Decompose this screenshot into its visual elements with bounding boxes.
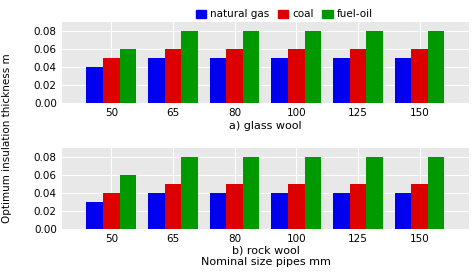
X-axis label: b) rock wool
Nominal size pipes mm: b) rock wool Nominal size pipes mm: [201, 245, 330, 267]
Text: Optimum insulation thickness m: Optimum insulation thickness m: [2, 53, 12, 223]
Bar: [333, 58, 350, 103]
Bar: [395, 58, 411, 103]
Bar: [350, 49, 366, 103]
Bar: [164, 49, 181, 103]
Bar: [305, 31, 321, 103]
Bar: [119, 175, 136, 229]
Bar: [350, 184, 366, 229]
Bar: [411, 184, 428, 229]
Bar: [411, 49, 428, 103]
Bar: [288, 184, 305, 229]
Bar: [181, 31, 198, 103]
Bar: [428, 157, 445, 229]
Bar: [305, 157, 321, 229]
Bar: [103, 58, 119, 103]
Bar: [119, 49, 136, 103]
Bar: [164, 184, 181, 229]
Bar: [103, 193, 119, 229]
Bar: [226, 184, 243, 229]
Bar: [210, 58, 226, 103]
X-axis label: a) glass wool: a) glass wool: [229, 121, 302, 131]
Bar: [366, 31, 383, 103]
Bar: [210, 193, 226, 229]
Bar: [272, 193, 288, 229]
Bar: [333, 193, 350, 229]
Legend: natural gas, coal, fuel-oil: natural gas, coal, fuel-oil: [191, 5, 377, 23]
Bar: [395, 193, 411, 229]
Bar: [288, 49, 305, 103]
Bar: [272, 58, 288, 103]
Bar: [243, 157, 259, 229]
Bar: [226, 49, 243, 103]
Bar: [243, 31, 259, 103]
Bar: [366, 157, 383, 229]
Bar: [428, 31, 445, 103]
Bar: [148, 193, 164, 229]
Bar: [181, 157, 198, 229]
Bar: [86, 202, 103, 229]
Bar: [86, 67, 103, 103]
Bar: [148, 58, 164, 103]
